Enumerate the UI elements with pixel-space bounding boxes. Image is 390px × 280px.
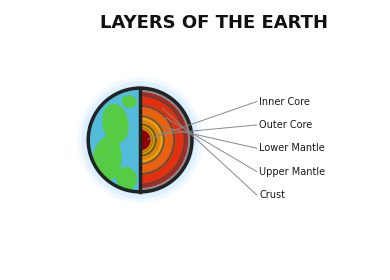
- Wedge shape: [140, 88, 192, 192]
- Wedge shape: [140, 124, 156, 156]
- Wedge shape: [140, 95, 185, 185]
- Wedge shape: [140, 130, 150, 150]
- Ellipse shape: [103, 104, 128, 143]
- Text: LAYERS OF THE EARTH: LAYERS OF THE EARTH: [100, 14, 328, 32]
- Wedge shape: [140, 105, 175, 175]
- Circle shape: [82, 81, 199, 199]
- Wedge shape: [140, 122, 158, 158]
- Wedge shape: [140, 116, 164, 164]
- Wedge shape: [88, 88, 140, 192]
- Wedge shape: [140, 127, 153, 153]
- Ellipse shape: [117, 168, 136, 189]
- Wedge shape: [140, 88, 192, 192]
- Circle shape: [85, 85, 195, 195]
- Text: Lower Mantle: Lower Mantle: [259, 143, 325, 153]
- Text: Upper Mantle: Upper Mantle: [259, 167, 326, 177]
- Circle shape: [77, 77, 203, 203]
- Wedge shape: [140, 121, 160, 159]
- Ellipse shape: [122, 96, 136, 107]
- Wedge shape: [140, 88, 192, 192]
- Wedge shape: [140, 116, 164, 164]
- Wedge shape: [140, 95, 185, 185]
- Wedge shape: [140, 120, 161, 160]
- Wedge shape: [140, 124, 156, 156]
- Circle shape: [88, 88, 192, 192]
- Ellipse shape: [93, 137, 121, 181]
- Text: Inner Core: Inner Core: [259, 97, 310, 107]
- Wedge shape: [140, 125, 155, 155]
- Wedge shape: [140, 105, 175, 175]
- Text: Outer Core: Outer Core: [259, 120, 313, 130]
- Text: Crust: Crust: [259, 190, 285, 200]
